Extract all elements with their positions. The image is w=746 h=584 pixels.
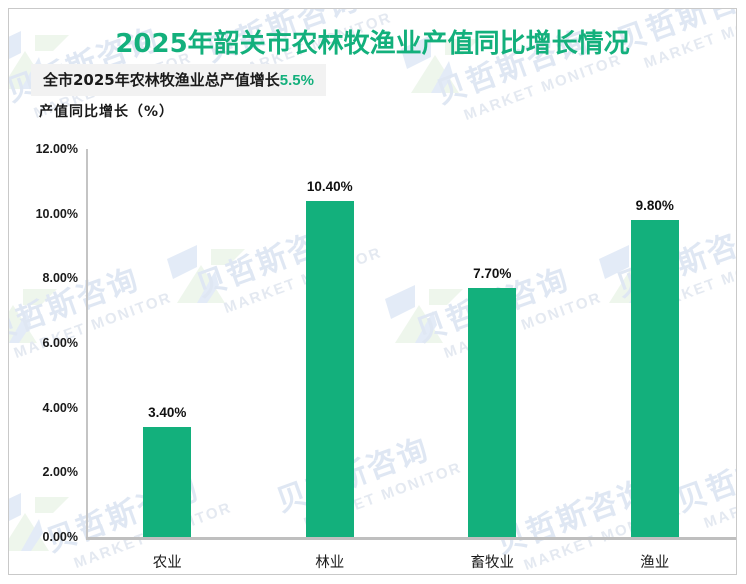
y-axis-tick-label: 10.00% [35,206,78,221]
subtitle-text: 全市2025年农林牧渔业总产值增长 [43,71,280,89]
x-axis-category-label: 畜牧业 [470,555,515,571]
bar-value-label: 7.70% [473,266,512,282]
y-axis-tick-label: 8.00% [42,271,78,286]
subtitle-banner: 全市2025年农林牧渔业总产值增长5.5% [31,64,326,96]
y-axis-tick-label: 6.00% [42,336,78,350]
bar[interactable] [468,288,517,537]
watermark-logo-icon [9,489,77,561]
bar[interactable] [143,427,192,537]
y-axis-tick-label: 12.00% [35,142,78,156]
x-axis-category-label: 渔业 [640,555,670,571]
x-axis-line [86,537,736,540]
y-axis-title: 产值同比增长（%） [39,104,175,120]
y-axis-line [86,149,88,539]
x-axis-category-label: 农业 [152,555,182,571]
bar[interactable] [630,220,679,537]
chart-card: 贝哲斯咨询 MARKET MONITOR 贝哲斯咨询 MARKET MONITOR 贝哲… [8,8,737,575]
bar[interactable] [305,200,354,537]
subtitle-highlight-value: 5.5% [279,72,314,89]
bar-value-label: 10.40% [306,178,353,194]
y-axis-tick-label: 0.00% [42,530,78,544]
y-axis-tick-label: 4.00% [42,400,78,415]
plot-area: 0.00% 2.00% 4.00% 6.00% 8.00% 10.00% 12.00% 3.… [36,142,736,571]
bar-value-label: 3.40% [148,405,187,421]
chart-title: 2025年韶关市农林牧渔业产值同比增长情况 [115,29,630,59]
y-axis-tick-label: 2.00% [42,465,78,480]
x-axis-category-label: 林业 [315,555,345,571]
bar-value-label: 9.80% [635,198,674,214]
watermark-text-en: MARKET MONITOR [461,50,625,125]
